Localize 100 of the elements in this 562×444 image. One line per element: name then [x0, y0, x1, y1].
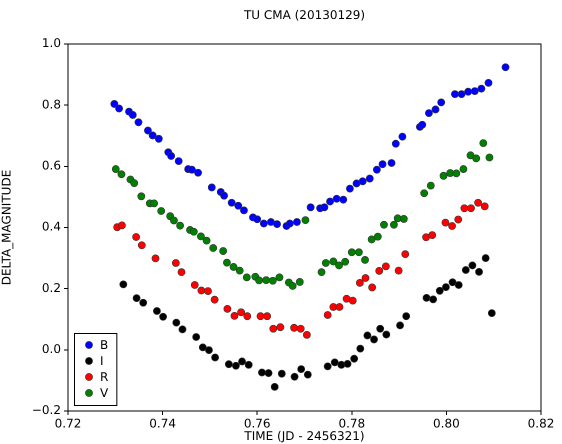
point [380, 220, 388, 229]
point [448, 222, 456, 230]
point [442, 283, 450, 292]
point [484, 78, 492, 87]
point [470, 87, 479, 95]
point [118, 170, 126, 178]
point [170, 216, 178, 224]
point [420, 189, 428, 198]
point [256, 312, 264, 320]
point [154, 134, 163, 143]
point [132, 294, 140, 302]
point [139, 298, 148, 307]
point [290, 372, 298, 381]
point [268, 276, 277, 285]
x-tick-label: 0.74 [149, 416, 176, 430]
point [211, 354, 220, 362]
point [475, 268, 483, 276]
point [375, 267, 384, 275]
point [128, 111, 137, 119]
point [479, 139, 488, 147]
point [364, 332, 372, 340]
point [402, 312, 410, 320]
point [348, 296, 357, 304]
point [190, 281, 199, 289]
point [324, 362, 332, 370]
point [390, 220, 398, 229]
point [436, 286, 444, 295]
point [178, 268, 186, 276]
point [192, 333, 200, 341]
point [361, 256, 369, 264]
x-tick-label: 0.80 [433, 416, 460, 430]
point [194, 168, 202, 177]
point [330, 358, 339, 366]
point [240, 206, 248, 214]
legend-label: I [100, 354, 104, 368]
x-tick-label: 0.76 [244, 416, 271, 430]
point [362, 274, 370, 282]
point [234, 202, 242, 210]
point [466, 151, 474, 160]
point [437, 98, 446, 106]
point [428, 231, 436, 240]
point [232, 362, 240, 370]
point [244, 360, 253, 369]
point [370, 336, 378, 344]
point [448, 278, 456, 286]
point [172, 259, 180, 267]
point [296, 324, 305, 333]
point [258, 368, 266, 376]
point [208, 184, 216, 192]
point [260, 220, 268, 228]
point [302, 216, 310, 224]
point [478, 84, 486, 93]
point [224, 360, 233, 368]
point [464, 88, 472, 96]
point [366, 174, 374, 182]
point [188, 166, 196, 174]
point [288, 282, 297, 290]
point [176, 222, 184, 230]
point [320, 203, 328, 212]
point [352, 180, 360, 188]
point [324, 311, 332, 319]
point [267, 218, 275, 226]
point [237, 308, 246, 316]
y-tick-label: 0.0 [42, 342, 61, 356]
point [382, 330, 390, 338]
point [452, 169, 460, 178]
point [326, 198, 334, 206]
legend-label: R [100, 370, 108, 384]
point [372, 166, 381, 174]
point [418, 120, 426, 129]
point [460, 165, 468, 173]
point [454, 281, 463, 289]
point [112, 165, 120, 173]
y-tick-label: 0.6 [42, 158, 61, 172]
point [454, 216, 462, 224]
point [202, 236, 210, 245]
point [350, 354, 358, 363]
point [488, 309, 496, 318]
point [482, 254, 490, 262]
point [153, 307, 161, 315]
point [432, 106, 440, 114]
point [172, 318, 180, 327]
point [388, 159, 396, 167]
point [144, 126, 152, 134]
point [209, 244, 218, 252]
point [502, 63, 510, 72]
point [342, 294, 350, 303]
point [253, 215, 262, 224]
point [440, 172, 448, 180]
point [230, 263, 238, 271]
y-tick-label: 0.4 [42, 220, 61, 234]
point [422, 294, 430, 302]
point [462, 266, 470, 274]
point [322, 259, 330, 267]
point [238, 358, 246, 366]
point [198, 343, 207, 352]
point [422, 233, 430, 242]
point [348, 248, 356, 256]
point [118, 221, 126, 230]
point [474, 198, 482, 207]
